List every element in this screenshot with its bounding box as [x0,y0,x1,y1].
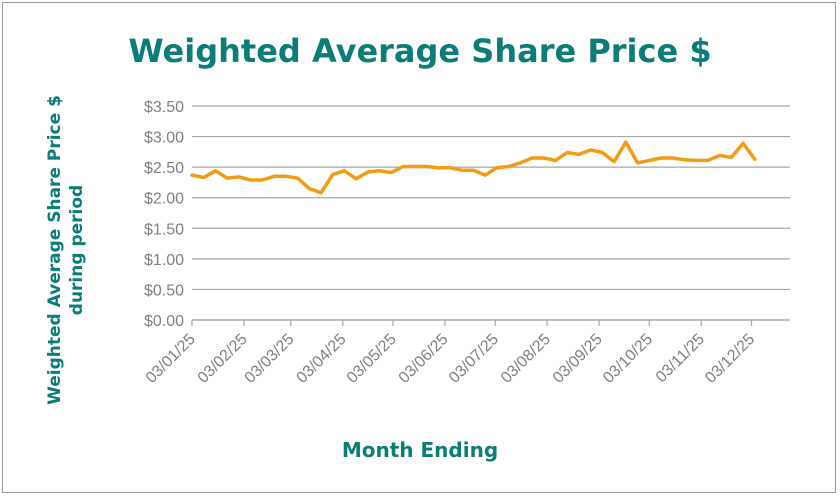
x-tick-label: 03/06/25 [396,331,452,387]
y-tick-label: $1.50 [144,221,184,238]
gridlines [192,105,790,321]
y-tick-label: $2.50 [144,160,184,177]
y-axis-ticks: $0.00 $0.50 $1.00 $1.50 $2.00 $2.50 $3.00 $3.50 [144,99,184,330]
x-tick-label: 03/07/25 [446,331,502,387]
x-tick-label: 03/12/25 [702,331,758,387]
x-tick-label: 03/02/25 [195,331,251,387]
x-tick-label: 03/03/25 [242,331,298,387]
y-tick-label: $3.50 [144,99,184,116]
x-tick-label: 03/04/25 [294,331,350,387]
x-tick-label: 03/01/25 [143,331,199,387]
x-axis [191,319,790,326]
series-layer [190,140,757,195]
x-tick-label: 03/09/25 [550,331,606,387]
x-tick-label: 03/11/25 [653,331,708,386]
x-axis-title: Month Ending [341,438,499,462]
series-line [190,140,757,195]
x-tick-label: 03/08/25 [498,331,554,387]
y-tick-label: $1.00 [144,252,184,269]
y-tick-label: $0.00 [144,313,184,330]
x-tick-label: 03/05/25 [344,331,400,387]
x-tick-label: 03/10/25 [600,331,656,387]
y-tick-label: $2.00 [144,191,184,208]
y-tick-label: $3.00 [144,130,184,147]
chart-title: Weighted Average Share Price $ [128,32,712,70]
x-axis-ticks: 03/01/2503/02/2503/03/2503/04/2503/05/25… [143,331,759,387]
y-tick-label: $0.50 [144,282,184,299]
